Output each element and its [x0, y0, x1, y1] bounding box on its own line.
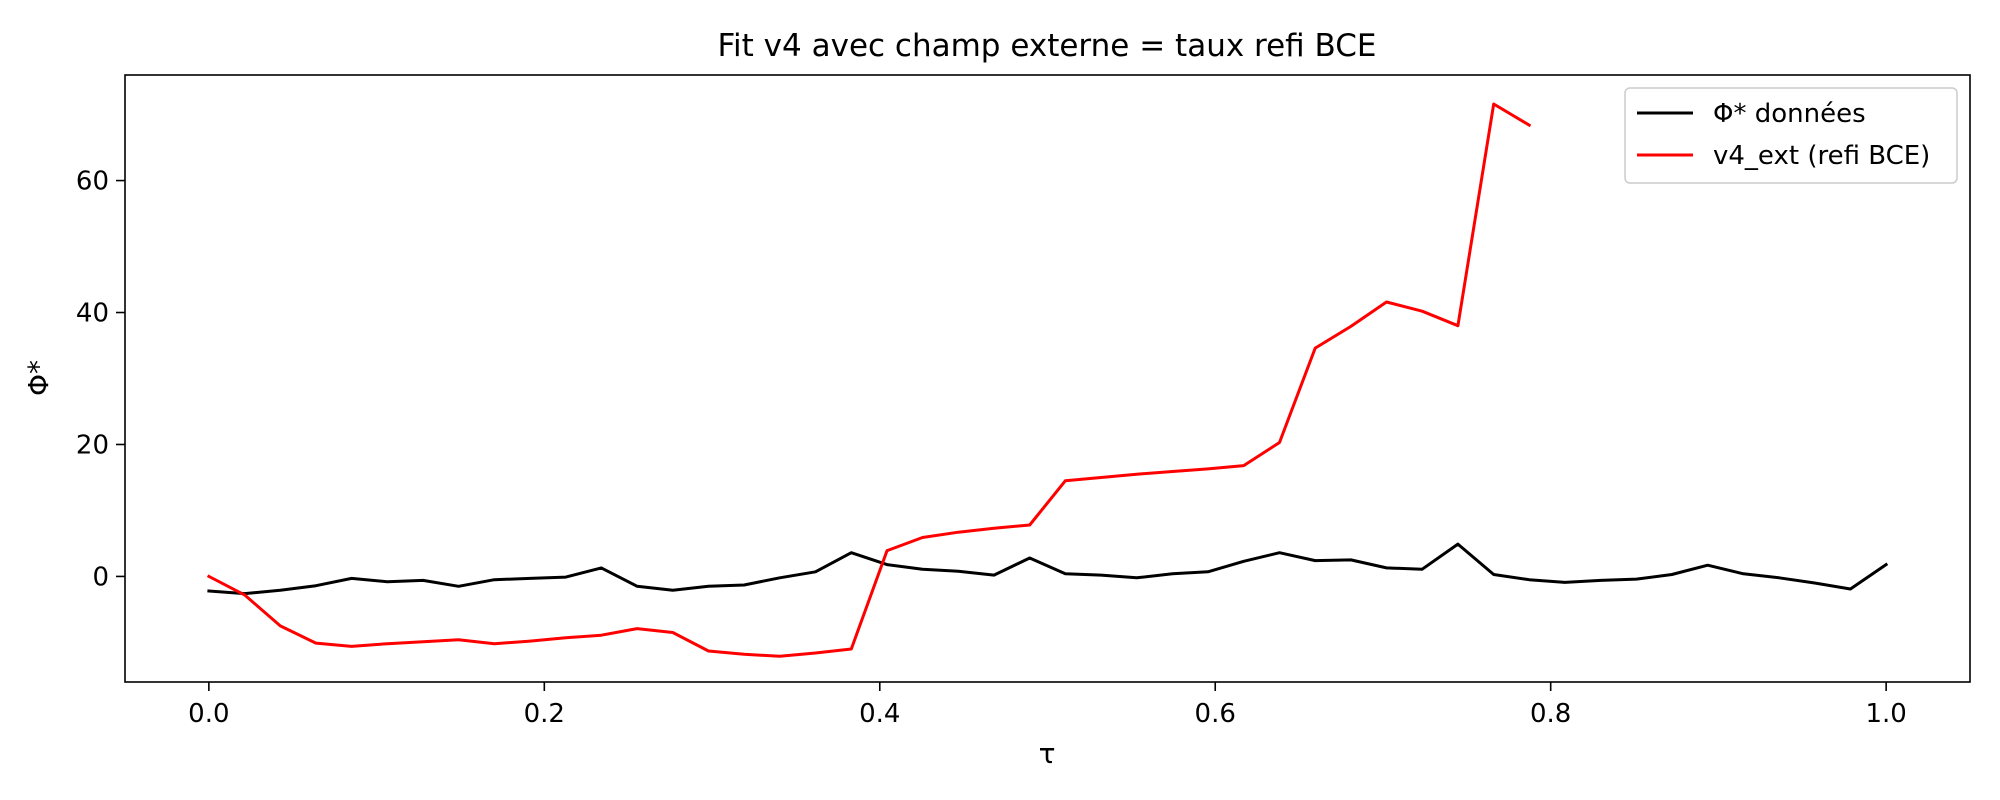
y-tick-label: 60: [76, 167, 109, 197]
x-tick-label: 0.2: [524, 699, 565, 729]
plot-frame: [124, 74, 1971, 683]
series-line-1: [207, 542, 1889, 596]
x-axis: 0.0 0.2 0.4 0.6 0.8 1.0: [188, 682, 1907, 729]
x-tick-label: 0.0: [188, 699, 229, 729]
x-tick-label: 0.8: [1530, 699, 1571, 729]
legend-label-2: v4_ext (refi BCE): [1713, 141, 1930, 171]
legend-box: [1624, 87, 1958, 184]
series-line-2: [206, 102, 1532, 658]
x-tick-label: 0.4: [859, 699, 900, 729]
y-tick-label: 40: [76, 299, 109, 329]
y-axis: 0 20 40 60: [76, 167, 125, 592]
x-axis-label: τ: [1039, 737, 1056, 770]
legend-label-1: Φ* données: [1713, 99, 1866, 129]
y-axis-label: Φ*: [22, 360, 55, 396]
y-tick-label: 20: [76, 430, 109, 460]
legend: Φ* données v4_ext (refi BCE): [1624, 87, 1958, 184]
plot-area: [124, 74, 1971, 683]
x-tick-label: 0.6: [1195, 699, 1236, 729]
chart-title: Fit v4 avec champ externe = taux refi BC…: [717, 28, 1376, 64]
y-tick-label: 0: [92, 562, 109, 592]
series-lines: [206, 102, 1889, 658]
x-tick-label: 1.0: [1865, 699, 1906, 729]
